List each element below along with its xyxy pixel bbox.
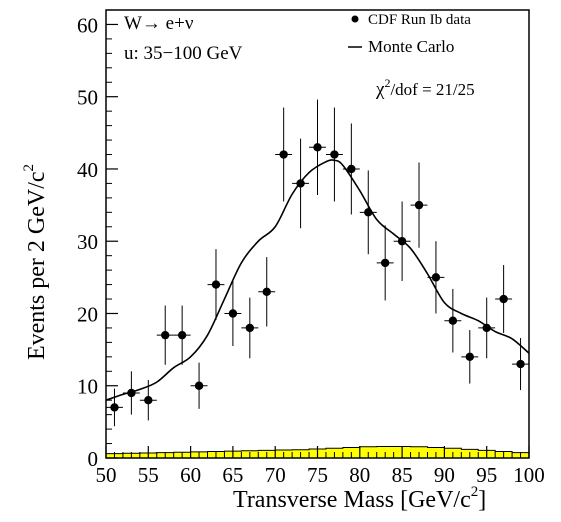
- x-tick-label: 80: [349, 463, 370, 487]
- data-marker: [144, 395, 153, 405]
- data-marker: [110, 403, 119, 412]
- data-marker: [499, 294, 508, 304]
- data-marker: [380, 258, 390, 268]
- data-point: [241, 297, 259, 359]
- data-point: [444, 288, 462, 353]
- monte-carlo-layer: [105, 159, 530, 401]
- x-tick-label: 85: [392, 463, 413, 487]
- data-point: [342, 123, 360, 215]
- data-marker: [414, 200, 424, 210]
- x-axis-title: Transverse Mass [GeV/c2]: [233, 484, 486, 513]
- process-label: W→ e+ν: [124, 13, 194, 34]
- data-marker: [228, 309, 238, 318]
- data-marker: [262, 287, 271, 297]
- data-marker: [245, 323, 255, 333]
- chi2-symbol: χ: [375, 79, 385, 100]
- x-tick-label: 75: [307, 463, 328, 487]
- data-point: [478, 297, 496, 359]
- y-axis-title-superscript: 2: [21, 164, 37, 172]
- x-tick-label: 70: [265, 463, 286, 487]
- y-tick-label: 30: [77, 230, 98, 254]
- data-point: [393, 201, 411, 281]
- x-tick-label: 90: [434, 463, 455, 487]
- data-marker: [465, 352, 474, 362]
- x-axis-title-end: ]: [478, 487, 486, 513]
- data-marker: [516, 359, 525, 369]
- x-tick-label: 65: [222, 463, 243, 487]
- data-point: [106, 388, 123, 427]
- data-point: [427, 241, 445, 314]
- data-marker: [279, 150, 288, 159]
- data-marker: [364, 208, 373, 217]
- data-point: [495, 265, 513, 333]
- data-marker: [127, 388, 136, 398]
- data-point: [139, 379, 157, 421]
- x-tick-label: 60: [180, 463, 201, 487]
- data-marker: [347, 164, 356, 174]
- x-axis-title-main: Transverse Mass [GeV/c: [233, 487, 471, 513]
- u-range-label: u: 35−100 GeV: [124, 43, 243, 64]
- data-point: [292, 138, 310, 229]
- data-point: [156, 305, 174, 365]
- data-point: [376, 225, 394, 301]
- data-marker: [431, 273, 441, 282]
- data-marker: [313, 143, 322, 152]
- x-axis-title-superscript: 2: [471, 484, 479, 500]
- data-point: [224, 280, 242, 346]
- y-tick-label: 60: [77, 13, 98, 37]
- legend-data-label: CDF Run Ib data: [368, 12, 471, 28]
- data-point: [512, 338, 529, 391]
- chi2-rest: /dof = 21/25: [390, 80, 474, 99]
- data-marker: [211, 280, 221, 289]
- data-marker: [397, 237, 407, 246]
- data-point: [173, 305, 191, 365]
- data-point: [207, 249, 225, 320]
- y-axis-title: Events per 2 GeV/c2: [21, 164, 50, 360]
- x-tick-label: 50: [96, 463, 117, 487]
- data-marker: [330, 150, 339, 159]
- y-axis-title-main: Events per 2 GeV/c: [24, 171, 50, 360]
- data-point: [410, 162, 428, 248]
- data-point: [359, 170, 377, 255]
- x-tick-label: 55: [138, 463, 159, 487]
- data-points-layer: [106, 99, 529, 427]
- data-point: [325, 107, 343, 202]
- plot-frame: [105, 9, 530, 459]
- chi2-label: χ2/dof = 21/25: [375, 76, 475, 100]
- y-tick-label: 40: [77, 158, 98, 182]
- data-marker: [177, 330, 187, 340]
- legend-data-marker: [351, 15, 359, 23]
- monte-carlo-curve: [105, 159, 530, 401]
- data-point: [461, 330, 479, 384]
- data-point: [309, 99, 326, 195]
- y-tick-label: 50: [77, 86, 98, 110]
- x-tick-label: 100: [513, 463, 545, 487]
- y-tick-label: 0: [88, 447, 99, 471]
- chi2-superscript: 2: [384, 76, 390, 90]
- data-point: [122, 371, 140, 415]
- data-marker: [194, 381, 204, 390]
- x-tick-label: 95: [476, 463, 497, 487]
- data-marker: [161, 330, 170, 340]
- data-point: [190, 362, 208, 409]
- data-point: [258, 257, 276, 327]
- y-tick-label: 10: [77, 375, 98, 399]
- data-marker: [296, 179, 305, 188]
- data-marker: [482, 323, 491, 333]
- legend-mc-label: Monte Carlo: [368, 37, 454, 56]
- y-tick-label: 20: [77, 302, 98, 326]
- axis-ticks-layer: 50 55 60 65 70 75 80 85 90 95 100 0 10 20 30 40 50 60: [77, 13, 545, 487]
- data-point: [275, 107, 293, 202]
- data-marker: [448, 316, 458, 325]
